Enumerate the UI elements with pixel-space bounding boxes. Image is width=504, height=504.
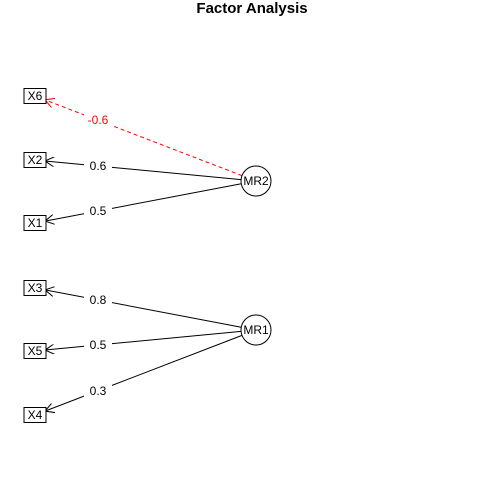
loading-label-bg (84, 112, 112, 128)
variable-box-x1 (23, 215, 47, 231)
loading-label: 0.6 (90, 159, 107, 173)
loading-label-bg (84, 157, 112, 173)
nodes: X6 X2 X1 X3 X5 X4 MR2 MR1 (23, 88, 272, 423)
factor-node-mr1 (240, 314, 272, 346)
variable-box-x5 (23, 343, 47, 359)
loading-edge-mr1-x3 (45, 290, 242, 328)
diagram-title: Factor Analysis (196, 0, 307, 17)
factor-label: MR1 (243, 323, 269, 337)
variable-label: X5 (28, 344, 43, 358)
loading-label: 0.3 (90, 384, 107, 398)
loading-label-bg (84, 203, 112, 219)
loading-label: 0.5 (90, 204, 107, 218)
loading-edge-mr1-x5 (45, 330, 242, 350)
loading-edge-mr1-x4 (45, 334, 243, 411)
factor-label: MR2 (243, 174, 269, 188)
variable-box-x3 (23, 280, 47, 296)
variable-label: X2 (28, 153, 43, 167)
variable-box-x6 (23, 88, 47, 104)
loading-edge-mr2-x1 (45, 183, 242, 221)
variable-box-x4 (23, 407, 47, 423)
variable-label: X1 (28, 216, 43, 230)
variable-label: X6 (28, 89, 43, 103)
loading-label-bg (84, 291, 112, 307)
loading-label: 0.8 (90, 293, 107, 307)
variable-label: X4 (28, 408, 43, 422)
loading-edge-mr2-x6 (45, 100, 243, 177)
loading-edge-mr2-x2 (45, 161, 242, 181)
variable-label: X3 (28, 281, 43, 295)
loading-label: -0.6 (88, 113, 109, 127)
loading-label: 0.5 (90, 338, 107, 352)
loading-label-bg (84, 337, 112, 353)
loading-edges: -0.6 0.6 0.5 0.8 0.5 0.3 (45, 100, 243, 411)
variable-box-x2 (23, 152, 47, 168)
factor-node-mr2 (240, 165, 272, 197)
loading-label-bg (84, 382, 112, 398)
